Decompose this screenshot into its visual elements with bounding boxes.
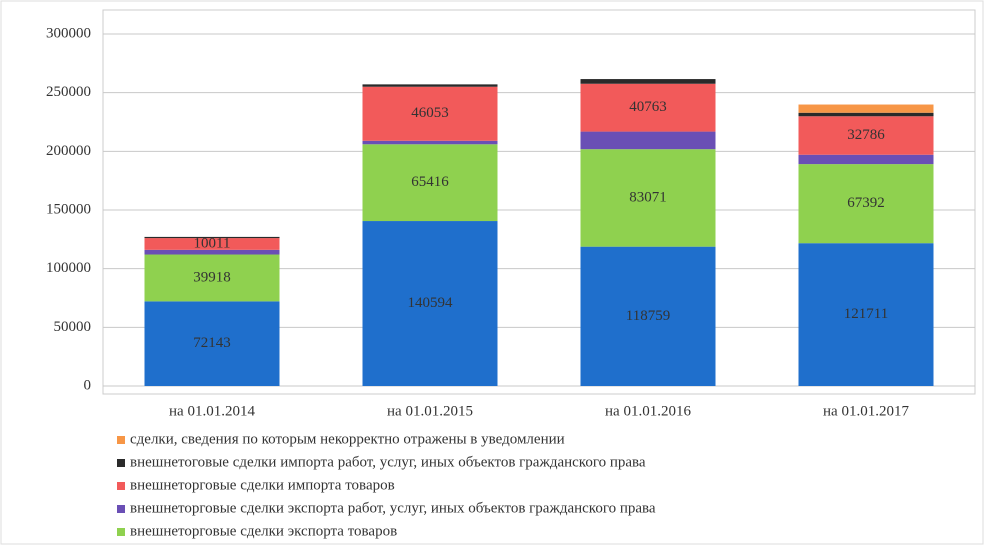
legend-label: внешнеторговые сделки импорта товаров <box>130 477 395 493</box>
bar-segment <box>144 236 280 239</box>
y-tick-label: 50000 <box>54 319 92 335</box>
bar-segment <box>580 131 716 150</box>
bar-segment <box>144 249 280 255</box>
bar-segment <box>580 79 716 84</box>
legend-swatch <box>117 505 125 513</box>
y-tick-label: 0 <box>84 377 92 393</box>
bar-segment <box>580 149 716 247</box>
bar-segment <box>144 301 280 386</box>
data-label: 40763 <box>629 99 667 115</box>
y-tick-label: 300000 <box>46 25 91 41</box>
data-label: 83071 <box>629 189 667 205</box>
y-tick-label: 200000 <box>46 143 91 159</box>
bar-segment <box>798 112 934 117</box>
plot-area <box>102 9 976 395</box>
data-label: 72143 <box>193 335 231 351</box>
legend-swatch <box>117 436 125 444</box>
data-label: 46053 <box>411 105 449 121</box>
bar-segment <box>362 140 498 145</box>
bar-segment <box>580 83 716 132</box>
bar-segment <box>580 246 716 386</box>
data-label: 118759 <box>626 308 670 324</box>
legend-label: внешнетоговые сделки импорта работ, услу… <box>130 454 646 470</box>
x-tick-label: на 01.01.2016 <box>605 403 691 419</box>
data-label: 10011 <box>194 235 231 251</box>
bar-segment <box>362 86 498 141</box>
bar-segment <box>798 116 934 155</box>
bar-segment <box>798 154 934 165</box>
bar-segment <box>798 164 934 244</box>
bar-segment <box>362 84 498 87</box>
data-label: 32786 <box>847 127 885 143</box>
legend-swatch <box>117 482 125 490</box>
legend-label: внешнеторговые сделки экспорта работ, ус… <box>130 500 656 516</box>
legend-label: внешнеторговые сделки экспорта товаров <box>130 523 397 539</box>
data-label: 140594 <box>408 295 454 311</box>
legend-label: сделки, сведения по которым некорректно … <box>130 431 565 447</box>
y-tick-label: 150000 <box>46 201 91 217</box>
data-label: 65416 <box>411 174 449 190</box>
bar-segment <box>362 221 498 386</box>
bar-segment <box>144 238 280 250</box>
y-tick-label: 100000 <box>46 260 91 276</box>
data-label: 39918 <box>193 269 231 285</box>
bar-segment <box>798 243 934 386</box>
x-tick-label: на 01.01.2017 <box>823 403 909 419</box>
data-label: 121711 <box>844 306 888 322</box>
data-label: 67392 <box>847 195 885 211</box>
legend-swatch <box>117 459 125 467</box>
bar-segment <box>798 104 934 113</box>
bar-segment <box>362 144 498 222</box>
x-tick-label: на 01.01.2015 <box>387 403 473 419</box>
y-tick-label: 250000 <box>46 84 91 100</box>
legend-swatch <box>117 528 125 536</box>
bar-segment <box>144 254 280 302</box>
x-tick-label: на 01.01.2014 <box>169 403 255 419</box>
